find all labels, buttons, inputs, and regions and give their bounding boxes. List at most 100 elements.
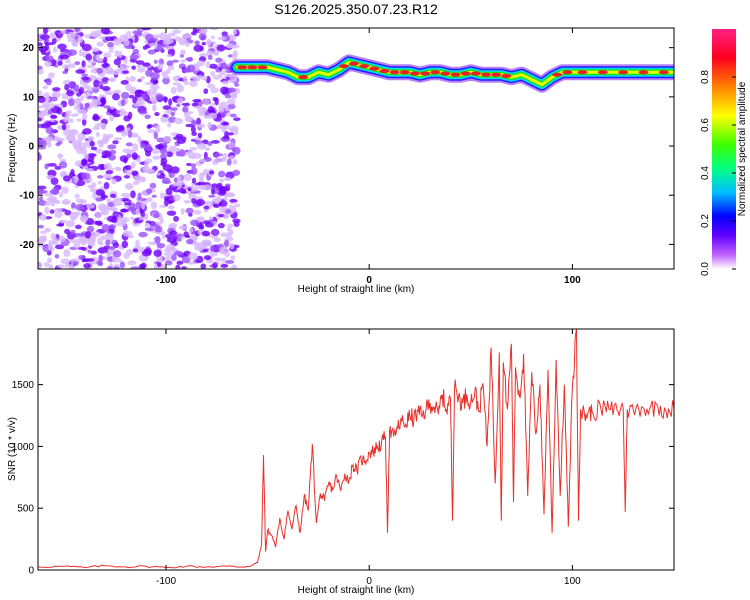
noise-point [72,261,79,266]
noise-point [160,157,168,165]
noise-point [167,32,176,37]
noise-point [180,59,186,63]
noise-point [44,206,50,215]
noise-point [176,238,183,242]
noise-point [145,197,153,203]
noise-point [112,250,122,258]
snr-xlabel: Height of straight line (km) [298,585,415,596]
noise-point [232,29,238,35]
noise-point [82,165,89,169]
noise-point [99,36,106,40]
noise-point [64,228,71,235]
noise-point [86,64,96,69]
noise-point [226,227,232,232]
noise-point [66,90,75,97]
noise-point [107,144,117,150]
noise-point [110,105,115,110]
noise-point [127,111,133,120]
noise-point [212,229,219,237]
noise-point [119,155,129,162]
noise-point [111,257,122,263]
noise-point [202,107,207,113]
noise-point [44,136,54,142]
noise-point [226,192,236,198]
noise-point [39,195,44,202]
noise-point [76,118,82,122]
noise-point [85,53,93,61]
noise-point [182,105,189,113]
noise-point [156,259,165,263]
colorbar-tick-label: 0.4 [700,166,711,180]
noise-point [186,162,192,167]
noise-point [61,186,69,194]
colorbar-tick-label: 0.2 [700,214,711,228]
noise-point [76,109,87,114]
noise-point [180,208,185,215]
noise-point [209,251,218,257]
noise-point [163,114,169,118]
noise-point [159,192,165,199]
noise-point [75,97,81,106]
noise-point [221,80,230,85]
noise-point [162,75,170,79]
noise-point [209,245,215,252]
noise-point [95,197,103,202]
noise-point [100,235,106,241]
noise-point [229,74,235,80]
noise-point [135,60,145,65]
x-tick-label: -100 [156,275,176,286]
noise-point [172,147,181,152]
noise-point [142,62,151,67]
noise-point [166,60,174,67]
noise-point [144,161,149,167]
noise-point [198,158,206,163]
noise-point [90,30,101,38]
noise-point [73,104,81,111]
noise-point [74,176,79,184]
noise-point [106,266,113,269]
noise-point [98,140,104,148]
noise-point [212,49,220,56]
noise-point [203,88,209,95]
noise-point [233,203,241,208]
noise-point [96,175,104,179]
noise-point [95,131,100,137]
noise-point [157,63,164,71]
noise-point [190,125,196,134]
noise-point [52,46,58,53]
noise-point [103,105,111,109]
noise-point [201,28,208,35]
noise-point [170,166,180,174]
noise-point [141,250,152,257]
noise-point [92,115,101,122]
noise-point [138,176,146,183]
noise-point [215,63,222,68]
track-peak [359,64,370,69]
noise-point [227,79,237,83]
noise-point [203,255,212,261]
noise-point [173,215,180,222]
noise-point [127,130,133,138]
noise-point [179,49,186,56]
noise-point [61,123,67,131]
noise-point [128,75,137,82]
noise-point [233,221,240,228]
noise-point [161,71,169,77]
noise-point [160,264,167,269]
noise-point [176,103,181,108]
noise-point [38,42,43,47]
noise-point [212,262,219,269]
noise-point [91,47,100,53]
noise-point [62,64,69,70]
noise-point [144,81,154,86]
noise-point [188,252,199,261]
track-peak [399,70,410,75]
noise-point [210,87,219,94]
noise-point [156,266,162,269]
noise-point [96,260,103,266]
noise-point [163,135,172,143]
noise-point [42,101,51,108]
noise-point [217,36,227,41]
noise-point [38,105,44,109]
